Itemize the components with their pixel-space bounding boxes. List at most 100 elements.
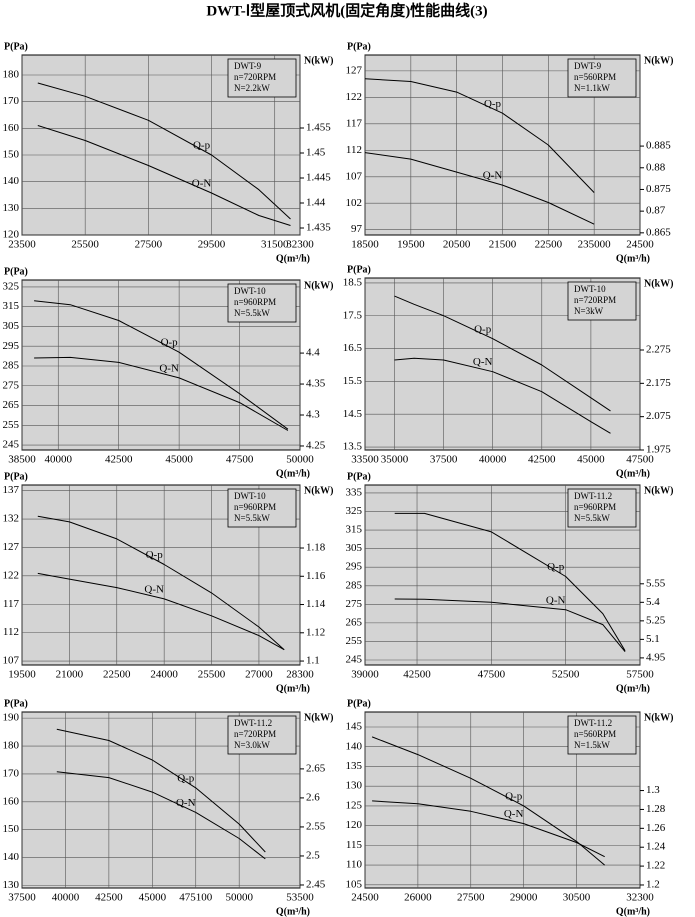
y2-tick-label: 1.26 [646,822,666,834]
x-tick-label: 32300 [626,892,654,904]
curve [394,295,611,412]
y-tick-label: 170 [3,95,20,107]
y-tick-label: 125 [346,799,363,811]
page-title: DWT-Ⅰ型屋顶式风机(固定角度)性能曲线(3) [206,1,487,19]
y2-tick-label: 2.55 [306,820,326,832]
x-tick-label: 45000 [577,454,605,466]
x-tick-label: 27500 [457,892,485,904]
info-text: n=560RPM [574,729,616,739]
curve [372,800,605,858]
curve [37,82,291,220]
y-axis-label: P(Pa) [347,264,371,275]
y2-tick-label: 1.14 [306,598,326,610]
x-tick-label: 23500 [8,239,36,251]
y-tick-label: 127 [3,541,20,553]
y-tick-label: 315 [3,300,20,312]
y-tick-label: 105 [346,878,363,890]
y-axis-label: P(Pa) [4,41,28,52]
y2-tick-label: 4.35 [306,378,326,390]
y-tick-label: 130 [346,780,363,792]
curve [56,728,266,853]
y-tick-label: 115 [346,839,363,851]
info-box [567,58,637,98]
y2-tick-label: 1.455 [306,122,331,134]
y-tick-label: 110 [346,859,363,871]
info-box [227,58,297,98]
x-tick-label: 45000 [139,892,167,904]
x-tick-label: 24500 [626,239,654,251]
y2-axis-label: N(kW) [304,485,333,496]
y-tick-label: 132 [3,513,20,525]
y2-tick-label: 2.6 [306,791,320,803]
x-tick-label: 19500 [397,239,425,251]
y-tick-label: 170 [3,767,20,779]
y2-tick-label: 4.3 [306,409,320,421]
info-text: DWT-10 [574,284,606,294]
y-tick-label: 190 [3,712,20,724]
y-tick-label: 335 [346,487,363,499]
y-tick-label: 325 [3,280,20,292]
curve [394,512,626,651]
y-tick-label: 18.5 [343,276,363,288]
x-tick-label: 21000 [56,669,84,681]
y2-tick-label: 0.885 [646,140,671,152]
curve-label: Q-N [159,362,179,374]
y-tick-label: 160 [3,795,20,807]
curve-label: Q-N [504,808,524,820]
y2-tick-label: 1.28 [646,803,666,815]
y-tick-label: 97 [351,223,363,235]
y-tick-label: 295 [3,340,20,352]
x-tick-label: 39000 [351,669,379,681]
y-tick-label: 180 [3,740,20,752]
y-tick-label: 127 [346,64,363,76]
chart: 18500 19500 20500 21500 22500 235000 24500 97 10… [346,41,674,264]
y-tick-label: 265 [3,399,20,411]
x-tick-label: 20500 [443,239,471,251]
info-text: DWT-9 [234,61,262,71]
y-tick-label: 130 [3,202,20,214]
curve-label: Q-p [146,549,164,561]
y-tick-label: 102 [346,197,363,209]
y-tick-label: 107 [3,655,20,667]
y-tick-label: 135 [346,760,363,772]
info-text: DWT-11.2 [574,718,612,728]
x-tick-label: 25500 [198,669,226,681]
x-tick-label: 50000 [286,454,314,466]
curve-label: Q-p [484,98,502,110]
y-tick-label: 285 [3,360,20,372]
y-tick-label: 130 [3,879,20,891]
curve [37,572,285,651]
y2-tick-label: 1.1 [306,655,320,667]
y-tick-label: 275 [346,598,363,610]
info-box [227,715,297,755]
y2-tick-label: 2.5 [306,849,320,861]
x-tick-label: 50000 [225,892,253,904]
x-tick-label: 40000 [479,454,507,466]
curve [56,771,266,860]
y-tick-label: 180 [3,69,20,81]
x-tick-label: 47500 [626,454,654,466]
y2-tick-label: 1.975 [646,444,671,456]
y2-tick-label: 5.25 [646,614,666,626]
y-tick-label: 112 [346,144,362,156]
y2-tick-label: 5.55 [646,577,666,589]
y2-tick-label: 4.95 [646,651,666,663]
x-tick-label: 32300 [286,239,314,251]
curve [37,515,285,651]
y2-tick-label: 0.87 [646,205,666,217]
y-tick-label: 107 [346,170,363,182]
y2-axis-label: N(kW) [644,712,673,723]
info-box [227,488,297,528]
x-tick-label: 45000 [165,454,193,466]
curve-label: Q-p [193,140,211,152]
info-text: n=960RPM [234,297,276,307]
x-tick-label: 47500 [226,454,254,466]
x-tick-label: 31500 [261,239,289,251]
x-tick-label: 29000 [510,892,538,904]
y2-tick-label: 2.65 [306,762,326,774]
x-tick-label: 22500 [103,669,131,681]
curve [34,300,289,430]
curve [37,125,291,226]
x-tick-label: 33500 [351,454,379,466]
info-text: n=560RPM [574,72,616,82]
